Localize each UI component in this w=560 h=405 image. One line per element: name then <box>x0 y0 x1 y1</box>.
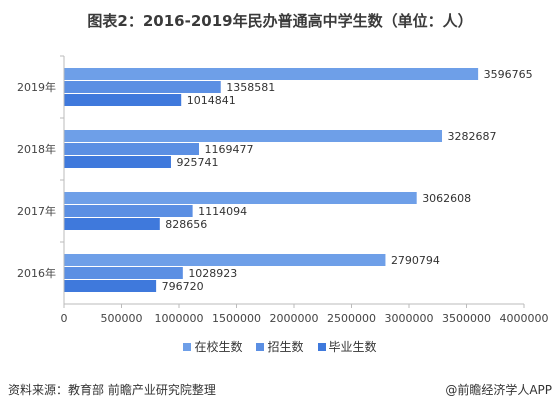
bar <box>64 81 221 93</box>
bar <box>64 130 443 142</box>
bar-value-label: 1169477 <box>204 143 253 156</box>
source-note: 资料来源：教育部 前瞻产业研究院整理 <box>8 383 216 397</box>
bar <box>64 192 417 204</box>
bar <box>64 218 160 230</box>
legend-label-graduates: 毕业生数 <box>328 340 377 354</box>
y-category-label: 2018年 <box>17 142 56 156</box>
bar <box>64 143 199 155</box>
legend-item-graduates: 毕业生数 <box>317 338 377 355</box>
bar <box>64 94 182 106</box>
bar <box>64 156 171 168</box>
bar <box>64 254 386 266</box>
y-category-label: 2016年 <box>17 266 56 280</box>
x-tick-label: 2500000 <box>327 312 376 325</box>
bar-value-label: 3282687 <box>448 130 497 143</box>
bar-value-label: 1014841 <box>187 94 236 107</box>
x-tick-label: 3500000 <box>442 312 491 325</box>
legend-swatch-admissions <box>256 342 265 351</box>
chart-legend: 在校生数 招生数 毕业生数 <box>0 338 560 355</box>
bar-value-label: 828656 <box>165 218 207 231</box>
x-tick-label: 1500000 <box>212 312 261 325</box>
y-category-label: 2017年 <box>17 204 56 218</box>
x-tick-label: 3000000 <box>385 312 434 325</box>
bar-chart: 0 500000 1000000 1500000 2000000 2500000 30000… <box>17 55 549 325</box>
legend-item-enrolled: 在校生数 <box>183 338 242 355</box>
legend-label-admissions: 招生数 <box>267 340 304 354</box>
legend-label-enrolled: 在校生数 <box>194 340 243 354</box>
x-tick-label: 1000000 <box>155 312 204 325</box>
bar <box>64 68 479 80</box>
bar-value-label: 1028923 <box>188 267 237 280</box>
y-category-label: 2019年 <box>17 80 56 94</box>
bar <box>64 280 157 292</box>
bar-value-label: 796720 <box>162 280 204 293</box>
x-tick-label: 4000000 <box>500 312 549 325</box>
legend-item-admissions: 招生数 <box>256 338 304 355</box>
brand-note: @前瞻经济学人APP <box>445 383 552 397</box>
bar <box>64 205 193 217</box>
bar-value-label: 925741 <box>176 156 218 169</box>
bar-value-label: 3596765 <box>484 68 533 81</box>
bar-value-label: 2790794 <box>391 254 440 267</box>
x-tick-label: 0 <box>61 312 68 325</box>
x-tick-label: 500000 <box>101 312 143 325</box>
legend-swatch-enrolled <box>183 342 192 351</box>
bar-value-label: 1358581 <box>226 81 275 94</box>
x-tick-label: 2000000 <box>270 312 319 325</box>
legend-swatch-graduates <box>317 342 326 351</box>
bar-value-label: 1114094 <box>198 205 247 218</box>
chart-title: 图表2：2016-2019年民办普通高中学生数（单位：人） <box>87 12 473 30</box>
bar-value-label: 3062608 <box>422 192 471 205</box>
bar <box>64 267 183 279</box>
